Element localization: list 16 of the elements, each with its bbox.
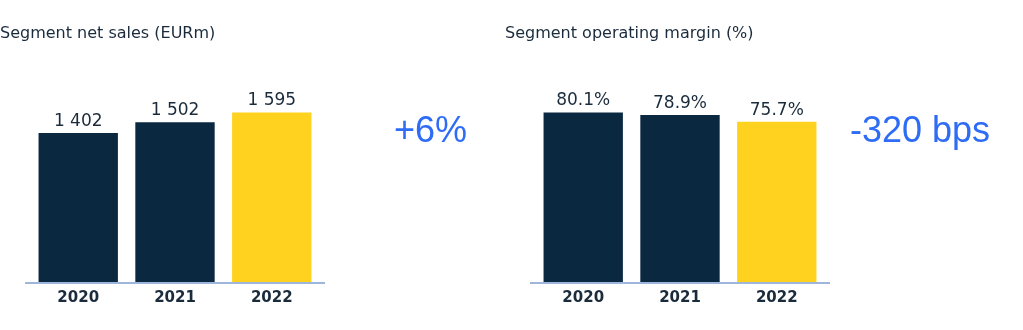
- data-label: 80.1%: [556, 89, 611, 110]
- chart-title: Segment net sales (EURm): [0, 22, 216, 42]
- x-tick-label: 2022: [250, 287, 293, 306]
- data-label: 75.7%: [749, 98, 804, 119]
- x-tick-label: 2020: [57, 287, 100, 306]
- text: -320 bps: [850, 109, 991, 150]
- text: +6%: [394, 109, 468, 150]
- data-label: 1 402: [53, 109, 103, 130]
- x-tick-label: 2021: [659, 287, 701, 306]
- chart-title: Segment operating margin (%): [505, 22, 754, 42]
- x-tick-label: 2022: [755, 287, 798, 306]
- x-tick-label: 2021: [154, 287, 196, 306]
- x-tick-label: 2020: [562, 287, 605, 306]
- data-label: 1 502: [150, 99, 200, 120]
- data-label: 1 595: [247, 89, 297, 110]
- data-label: 78.9%: [652, 91, 708, 112]
